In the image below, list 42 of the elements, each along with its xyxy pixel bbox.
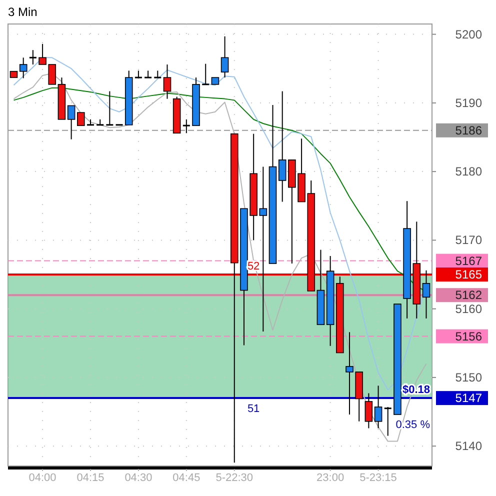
candlestick xyxy=(154,70,162,78)
ref-line-label: 5147 xyxy=(455,391,482,406)
x-tick-label: 04:00 xyxy=(28,472,56,484)
ref-line-label: 5186 xyxy=(455,123,482,138)
x-tick-label: 04:15 xyxy=(76,472,104,484)
candlestick xyxy=(422,270,430,319)
y-tick-label: 5170 xyxy=(455,233,482,248)
candlestick xyxy=(144,70,152,78)
candlestick xyxy=(19,57,28,79)
y-tick-label: 5180 xyxy=(455,164,482,179)
candlestick xyxy=(374,385,382,429)
ref-line-label: 5165 xyxy=(455,268,482,282)
candlestick xyxy=(67,105,76,140)
y-tick-label: 5150 xyxy=(455,370,482,384)
ref-line-label: 5162 xyxy=(455,288,482,302)
y-tick-label: 5140 xyxy=(455,439,482,454)
candlestick xyxy=(182,118,190,134)
y-tick-label: 5200 xyxy=(455,27,482,42)
annotation: 52 xyxy=(247,260,260,273)
ref-line-label: 5167 xyxy=(455,254,482,268)
x-tick-label: 04:30 xyxy=(124,472,152,484)
candlestick xyxy=(134,70,142,78)
x-tick-label: 23:00 xyxy=(316,472,344,484)
annotation: 51 xyxy=(247,403,260,416)
candlestick xyxy=(364,392,373,429)
candlestick xyxy=(220,36,229,78)
x-tick-label: 04:45 xyxy=(172,472,200,484)
candlestick xyxy=(106,90,114,126)
y-tick-label: 5190 xyxy=(455,96,482,110)
annotation: 0.35 % xyxy=(396,419,430,432)
annotation: $0.18 xyxy=(402,384,430,396)
x-tick-label: 5-22:30 xyxy=(216,472,254,484)
candlestick xyxy=(384,406,392,436)
candlestick xyxy=(202,63,210,86)
y-tick-label: 5160 xyxy=(455,302,482,316)
candlestick xyxy=(163,64,172,100)
candlestick xyxy=(259,166,268,332)
candlestick xyxy=(29,50,36,65)
candlestick xyxy=(77,112,85,126)
chart-title: 3 Min xyxy=(8,5,38,19)
ref-line-label: 5156 xyxy=(455,329,482,344)
x-tick-label: 5-23:15 xyxy=(360,472,397,484)
